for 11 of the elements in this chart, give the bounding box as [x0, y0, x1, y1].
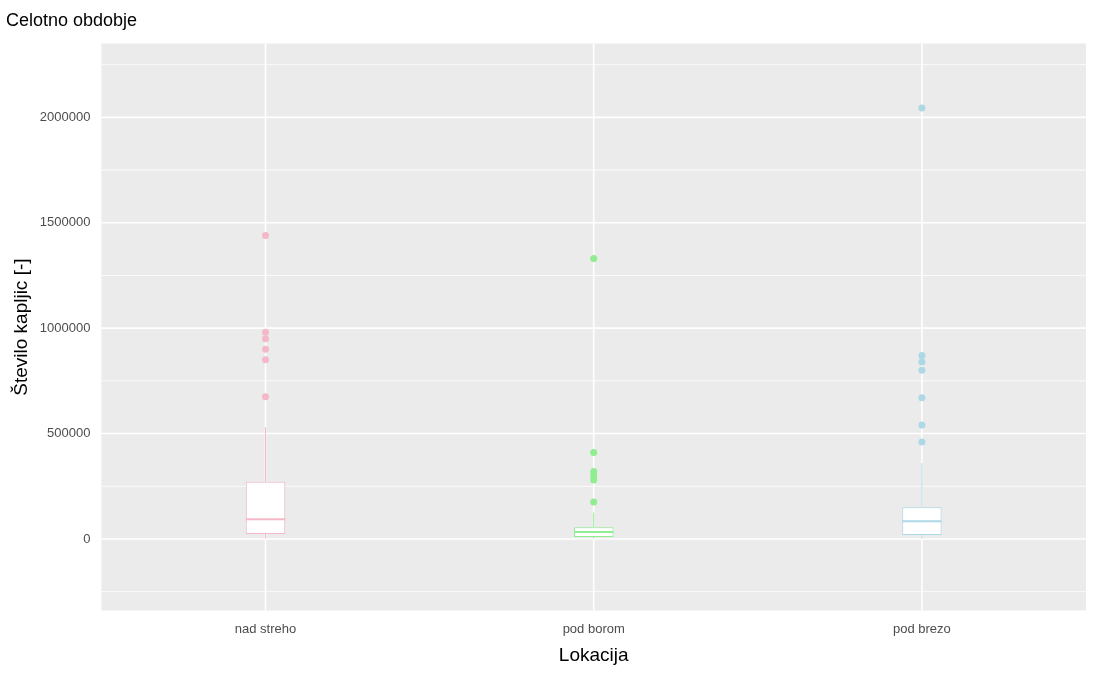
- y-tick-label: 1500000: [39, 214, 91, 230]
- y-tick-label: 1000000: [39, 319, 91, 335]
- y-tick-label: 0: [83, 530, 91, 546]
- x-axis-title: Lokacija: [558, 643, 629, 665]
- y-tick-label: 2000000: [39, 108, 91, 124]
- chart-title: Celotno obdobje: [6, 9, 138, 30]
- x-tick-label: pod borom: [562, 620, 625, 636]
- x-tick-label: pod brezo: [892, 620, 951, 636]
- y-axis-title: Število kapljic [-]: [9, 258, 31, 396]
- x-tick-label: nad streho: [234, 620, 297, 636]
- y-tick-label: 500000: [47, 425, 91, 441]
